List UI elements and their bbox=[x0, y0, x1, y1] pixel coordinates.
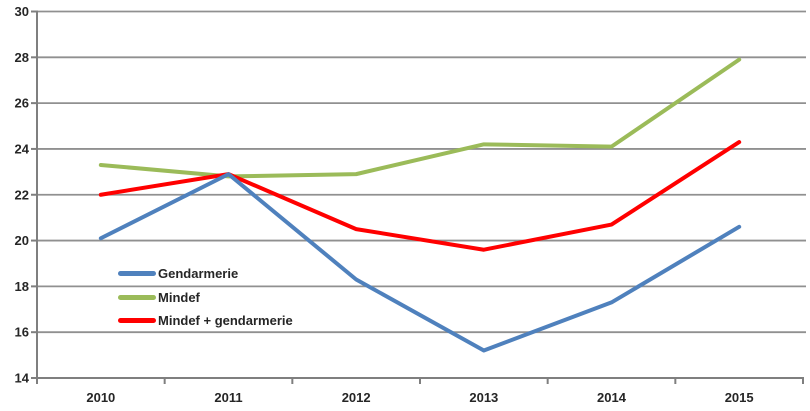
y-axis-label: 20 bbox=[15, 233, 29, 248]
series-line-gendarmerie bbox=[98, 172, 742, 353]
x-axis-label: 2012 bbox=[342, 390, 371, 405]
y-axis-label: 28 bbox=[15, 50, 29, 65]
series-line-mindef bbox=[98, 57, 742, 179]
x-axis-label: 2015 bbox=[725, 390, 754, 405]
x-axis-label: 2011 bbox=[214, 390, 242, 405]
y-axis-label: 30 bbox=[15, 4, 29, 19]
legend-swatch-mindef-gendarmerie-icon bbox=[118, 317, 156, 323]
y-axis-label: 18 bbox=[15, 279, 29, 294]
y-axis-label: 14 bbox=[15, 371, 30, 386]
y-axis-label: 16 bbox=[15, 325, 29, 340]
x-axis-label: 2014 bbox=[597, 390, 627, 405]
y-axis-label: 22 bbox=[15, 187, 29, 202]
legend-label-mindef-gendarmerie: Mindef + gendarmerie bbox=[158, 312, 293, 328]
legend-label-gendarmerie: Gendarmerie bbox=[158, 266, 239, 282]
legend-item-gendarmerie: Gendarmerie bbox=[118, 262, 293, 285]
legend-swatch-mindef-icon bbox=[118, 294, 156, 300]
legend-item-mindef-gendarmerie: Mindef + gendarmerie bbox=[118, 309, 293, 332]
y-axis-label: 26 bbox=[15, 96, 29, 111]
legend-swatch-gendarmerie-icon bbox=[118, 271, 156, 277]
x-axis-label: 2013 bbox=[469, 390, 498, 405]
legend: Gendarmerie Mindef Mindef + gendarmerie bbox=[118, 262, 293, 332]
y-axis-label: 24 bbox=[15, 141, 30, 156]
x-axis-label: 2010 bbox=[86, 390, 115, 405]
series-line-mindef-gendarmerie bbox=[98, 140, 742, 252]
legend-item-mindef: Mindef bbox=[118, 285, 293, 308]
legend-label-mindef: Mindef bbox=[158, 289, 200, 305]
